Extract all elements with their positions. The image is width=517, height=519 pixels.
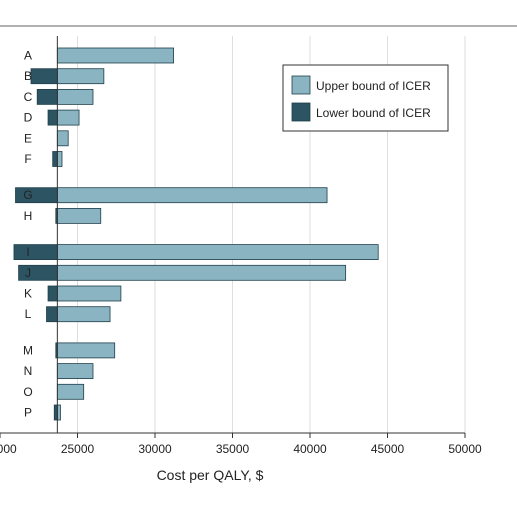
upper-bound-bar-m (56, 342, 116, 359)
category-label-m: M (23, 343, 33, 357)
category-label-b: B (24, 69, 32, 83)
category-label-f: F (24, 152, 31, 166)
lower-bound-bar-g (15, 187, 58, 204)
upper-bound-bar-n (56, 363, 94, 380)
upper-bound-bar-l (56, 306, 111, 323)
category-label-h: H (24, 209, 33, 223)
upper-bound-bar-i (56, 244, 379, 261)
category-label-p: P (24, 406, 32, 420)
x-tick-label: 30000 (138, 442, 172, 456)
x-tick-label: 25000 (61, 442, 95, 456)
x-tick-label: 35000 (216, 442, 250, 456)
upper-bound-bar-d (56, 109, 80, 126)
category-label-i: I (26, 245, 29, 259)
upper-bound-bar-k (56, 285, 122, 302)
category-label-k: K (24, 287, 32, 301)
upper-bound-bar-h (56, 207, 102, 224)
legend-swatch-lower (291, 102, 311, 122)
category-label-n: N (24, 364, 33, 378)
legend-label-lower: Lower bound of ICER (316, 106, 431, 120)
category-label-l: L (25, 307, 32, 321)
category-label-o: O (23, 385, 32, 399)
legend-label-upper: Upper bound of ICER (316, 79, 431, 93)
upper-bound-bar-o (56, 383, 85, 400)
category-label-e: E (24, 131, 32, 145)
lower-bound-bar-d (47, 109, 58, 126)
upper-bound-bar-g (56, 187, 328, 204)
upper-bound-bar-f (56, 151, 63, 167)
upper-bound-bar-e (56, 130, 69, 147)
legend-swatch-upper (291, 75, 311, 95)
lower-bound-bar-i (13, 244, 58, 261)
x-axis-title: Cost per QALY, $ (157, 467, 264, 483)
bars (13, 36, 379, 433)
lower-bound-bar-l (46, 306, 58, 323)
upper-bound-bar-c (56, 89, 94, 105)
category-label-j: J (25, 266, 31, 280)
upper-bound-bar-a (56, 47, 174, 64)
lower-bound-bar-k (47, 285, 58, 302)
legend-box (282, 64, 449, 132)
upper-bound-bar-j (56, 264, 347, 281)
x-tick-label: 50000 (448, 442, 482, 456)
x-tick-label: 20000 (0, 442, 17, 456)
x-tick-label: 40000 (293, 442, 327, 456)
upper-bound-bar-b (56, 68, 105, 85)
lower-bound-bar-b (30, 68, 58, 85)
category-label-g: G (23, 188, 32, 202)
category-label-a: A (24, 49, 32, 63)
category-label-c: C (24, 90, 33, 104)
x-axis: 20000 25000 30000 35000 40000 45000 50000 (0, 432, 482, 456)
lower-bound-bar-c (36, 89, 58, 105)
x-tick-label: 45000 (371, 442, 405, 456)
legend: Upper bound of ICER Lower bound of ICER (282, 64, 449, 132)
lower-bound-bar-f (52, 151, 58, 167)
category-label-d: D (24, 111, 33, 125)
